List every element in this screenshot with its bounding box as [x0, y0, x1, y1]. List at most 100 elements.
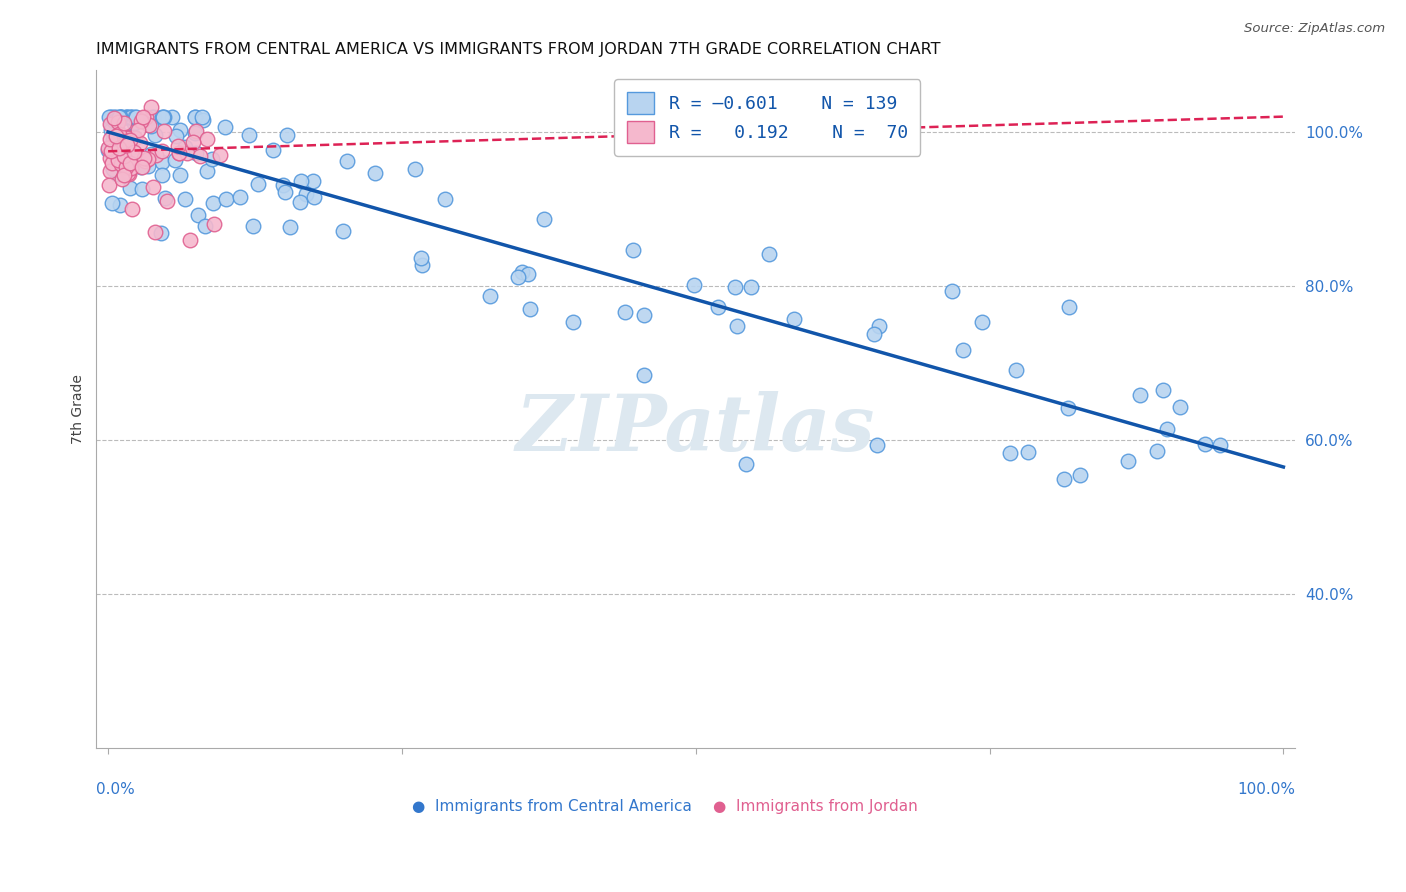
Point: [150, 110, 173, 124]
Point: [167, 145, 190, 160]
Point: [115, 138, 138, 153]
Point: [110, 157, 132, 171]
Point: [188, 149, 211, 163]
Point: [152, 124, 174, 138]
Point: [114, 129, 136, 144]
Point: [101, 137, 124, 152]
Point: [139, 147, 162, 161]
Point: [863, 326, 886, 341]
Point: [136, 159, 159, 173]
Point: [561, 315, 583, 329]
Point: [118, 161, 141, 176]
Point: [103, 110, 125, 124]
Point: [707, 300, 730, 314]
Point: [173, 140, 195, 154]
Point: [970, 315, 993, 329]
Point: [169, 169, 191, 183]
Point: [108, 141, 131, 155]
Point: [121, 202, 143, 216]
Text: Source: ZipAtlas.com: Source: ZipAtlas.com: [1244, 22, 1385, 36]
Point: [100, 122, 122, 136]
Point: [118, 110, 141, 124]
Point: [108, 127, 131, 141]
Point: [167, 146, 190, 161]
Point: [276, 128, 298, 143]
Point: [411, 251, 433, 265]
Point: [117, 110, 139, 124]
Point: [97, 143, 120, 157]
Point: [117, 130, 139, 145]
Point: [143, 110, 166, 124]
Text: ●  Immigrants from Central America: ● Immigrants from Central America: [412, 799, 692, 814]
Point: [104, 118, 127, 132]
Point: [238, 128, 260, 142]
Point: [274, 186, 297, 200]
Point: [118, 149, 141, 163]
Point: [134, 152, 156, 166]
Point: [104, 137, 127, 152]
Point: [193, 112, 215, 127]
Point: [111, 142, 134, 156]
Point: [290, 195, 312, 210]
Point: [110, 136, 132, 151]
Point: [97, 178, 120, 193]
Point: [103, 113, 125, 128]
Point: [242, 219, 264, 233]
Point: [108, 110, 131, 124]
Point: [101, 133, 124, 147]
Point: [115, 110, 138, 124]
Point: [122, 130, 145, 145]
Point: [117, 130, 139, 145]
Point: [683, 277, 706, 292]
Point: [191, 110, 214, 124]
Point: [479, 289, 502, 303]
Point: [1053, 472, 1076, 486]
Point: [125, 110, 148, 124]
Point: [152, 110, 174, 124]
Point: [118, 160, 141, 174]
Point: [132, 157, 155, 171]
Point: [1156, 422, 1178, 436]
Point: [290, 174, 312, 188]
Point: [197, 164, 219, 178]
Point: [941, 284, 963, 298]
Point: [614, 305, 637, 319]
Point: [150, 168, 173, 182]
Point: [156, 194, 179, 209]
Point: [100, 151, 122, 165]
Point: [725, 318, 748, 333]
Point: [111, 110, 134, 124]
Point: [143, 225, 166, 239]
Point: [124, 145, 146, 159]
Point: [782, 311, 804, 326]
Point: [1000, 446, 1022, 460]
Point: [141, 110, 163, 124]
Point: [122, 116, 145, 130]
Point: [166, 139, 188, 153]
Text: IMMIGRANTS FROM CENTRAL AMERICA VS IMMIGRANTS FROM JORDAN 7TH GRADE CORRELATION : IMMIGRANTS FROM CENTRAL AMERICA VS IMMIG…: [97, 42, 941, 57]
Point: [107, 148, 129, 162]
Point: [120, 110, 142, 124]
Point: [138, 118, 160, 132]
Point: [107, 153, 129, 167]
Point: [295, 186, 318, 201]
Point: [111, 144, 134, 158]
Point: [179, 233, 201, 247]
Point: [184, 110, 207, 124]
Point: [101, 110, 124, 124]
Point: [214, 120, 236, 135]
Point: [110, 110, 132, 124]
Point: [114, 161, 136, 175]
Point: [633, 308, 655, 322]
Point: [128, 136, 150, 150]
Point: [411, 258, 433, 272]
Point: [246, 178, 269, 192]
Point: [184, 126, 207, 140]
Point: [131, 160, 153, 174]
Point: [98, 116, 121, 130]
Point: [136, 152, 159, 166]
Point: [139, 99, 162, 113]
Point: [868, 318, 890, 333]
Point: [129, 114, 152, 128]
Point: [100, 196, 122, 211]
